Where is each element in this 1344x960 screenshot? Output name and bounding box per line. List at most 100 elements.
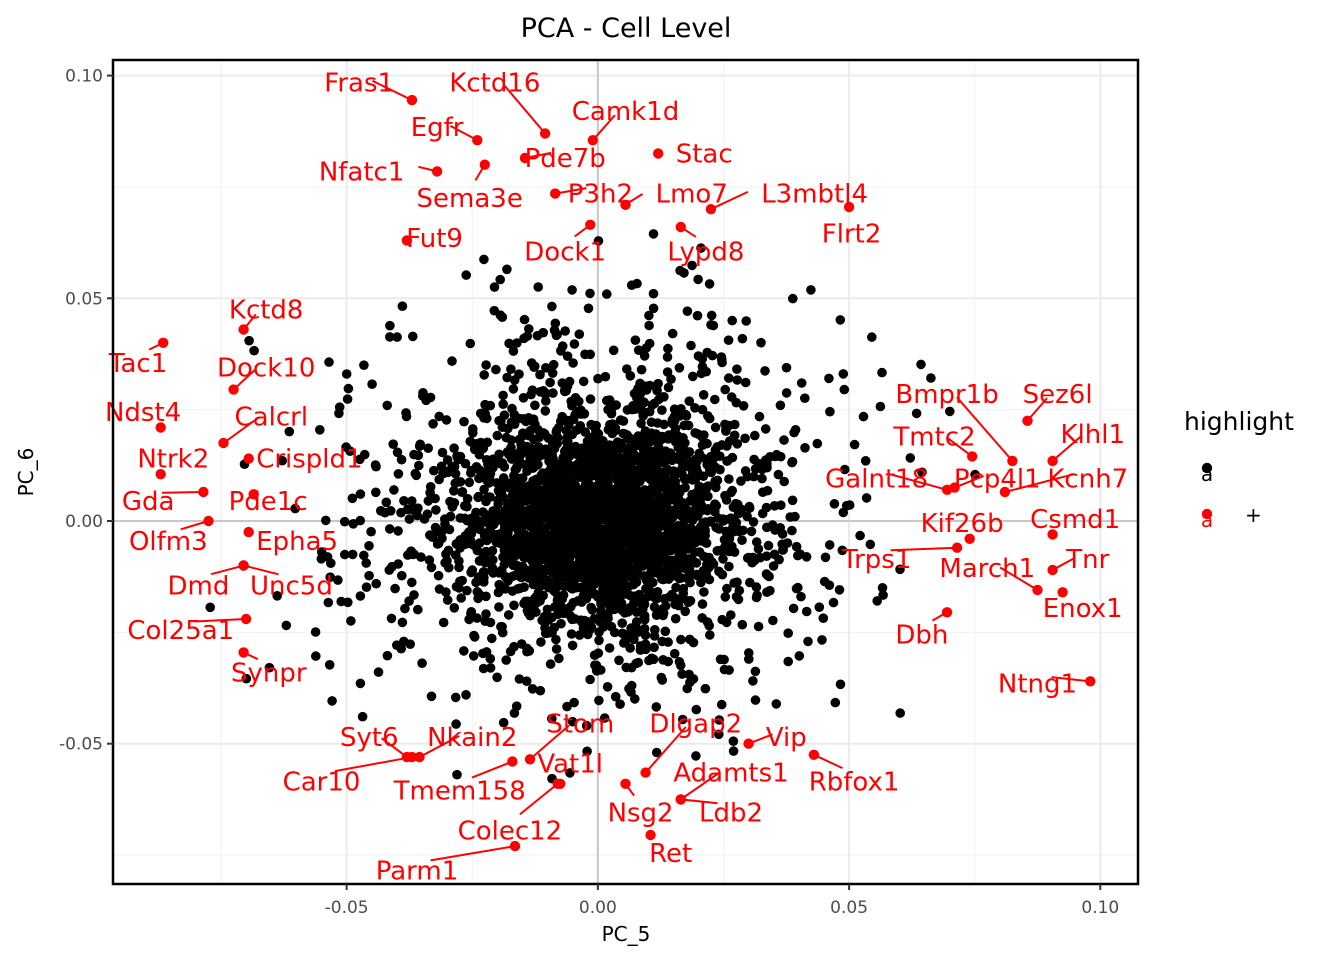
cell-point xyxy=(602,395,612,406)
cell-point xyxy=(734,585,745,596)
cell-point xyxy=(637,405,647,416)
cell-point xyxy=(685,596,696,606)
cell-point xyxy=(482,492,493,502)
cell-point xyxy=(523,481,534,491)
cell-point xyxy=(684,571,694,582)
cell-point xyxy=(720,592,731,602)
gene-point-rbfox1 xyxy=(808,749,820,760)
cell-point xyxy=(518,414,528,424)
cell-point xyxy=(618,416,629,426)
cell-point xyxy=(640,426,651,436)
cell-point xyxy=(502,264,512,275)
gene-label-dmd: Dmd xyxy=(167,572,229,602)
cell-point xyxy=(644,655,654,666)
cell-point xyxy=(355,678,366,689)
cell-point xyxy=(763,540,774,551)
cell-point xyxy=(557,492,568,502)
cell-point xyxy=(704,620,714,631)
cell-point xyxy=(380,507,390,518)
cell-point xyxy=(578,504,588,515)
cell-point xyxy=(499,410,510,421)
label-leader-line xyxy=(194,617,247,623)
cell-point xyxy=(779,476,789,487)
cell-point xyxy=(537,615,547,626)
cell-point xyxy=(858,411,869,422)
cell-point xyxy=(485,400,496,411)
cell-point xyxy=(469,444,480,455)
cell-point xyxy=(342,394,353,404)
cell-point xyxy=(708,459,718,470)
gene-label-pcp4l1: Pcp4l1 xyxy=(954,465,1041,495)
legend: highlight aa + xyxy=(1184,407,1294,532)
cell-point xyxy=(639,611,650,621)
cell-point xyxy=(631,521,641,532)
cell-point xyxy=(509,641,519,652)
cell-point xyxy=(698,390,709,400)
gene-label-dock10: Dock10 xyxy=(217,353,315,383)
cell-point xyxy=(586,449,597,460)
cell-point xyxy=(509,600,519,611)
cell-point xyxy=(540,485,550,496)
cell-point xyxy=(613,487,624,497)
cell-point xyxy=(502,498,513,509)
cell-point xyxy=(768,615,778,626)
gene-point-tac1 xyxy=(158,337,169,348)
cell-point xyxy=(457,575,468,586)
cell-point xyxy=(533,424,543,435)
cell-point xyxy=(535,685,546,696)
gene-point-enox1 xyxy=(1057,587,1068,598)
cell-point xyxy=(479,370,490,380)
cell-point xyxy=(640,485,650,495)
cell-point xyxy=(519,333,529,344)
legend-title: highlight xyxy=(1184,407,1294,436)
cell-point xyxy=(471,507,481,518)
label-leader-line xyxy=(680,772,720,801)
gene-label-csmd1: Csmd1 xyxy=(1030,505,1120,535)
cell-point xyxy=(514,674,525,684)
cell-point xyxy=(518,543,528,554)
cell-point xyxy=(722,583,732,594)
cell-point xyxy=(599,713,610,723)
cell-point xyxy=(630,531,640,541)
cell-point xyxy=(557,594,567,604)
gene-point-tmem158 xyxy=(507,756,518,767)
cell-point xyxy=(664,592,675,602)
cell-point xyxy=(746,526,757,537)
gene-label-fut9: Fut9 xyxy=(406,224,463,254)
cell-point xyxy=(487,633,497,644)
gene-label-gda: Gda xyxy=(122,487,175,517)
cell-point xyxy=(498,390,508,401)
cell-point xyxy=(690,428,700,438)
cell-point xyxy=(606,403,617,414)
cell-point xyxy=(441,415,452,425)
cell-point xyxy=(503,528,513,538)
cell-point xyxy=(333,575,343,585)
cell-point xyxy=(551,644,562,654)
cell-point xyxy=(737,619,748,630)
cell-point xyxy=(715,654,726,665)
cell-point xyxy=(445,496,455,507)
legend-key-glyph: a xyxy=(1201,462,1213,486)
cell-point xyxy=(485,663,496,673)
cell-point xyxy=(410,468,421,479)
cell-point xyxy=(677,714,688,725)
cell-point xyxy=(727,452,738,463)
cell-point xyxy=(635,645,646,655)
cell-point xyxy=(371,487,381,498)
cell-point xyxy=(660,446,671,457)
gene-point-kctd16 xyxy=(539,128,551,139)
gene-label-flrt2: Flrt2 xyxy=(822,220,882,250)
cell-point xyxy=(567,285,577,295)
gene-label-egfr: Egfr xyxy=(411,113,464,143)
cell-point xyxy=(652,385,662,396)
cell-point xyxy=(491,516,501,526)
cell-point xyxy=(582,494,593,505)
cell-point xyxy=(473,492,483,503)
cell-point xyxy=(641,455,652,466)
gene-label-syt6: Syt6 xyxy=(340,723,399,753)
cell-point xyxy=(516,639,527,649)
cell-point xyxy=(527,564,537,575)
cell-point xyxy=(728,522,739,533)
cell-point xyxy=(788,603,799,614)
cell-point xyxy=(347,493,358,504)
